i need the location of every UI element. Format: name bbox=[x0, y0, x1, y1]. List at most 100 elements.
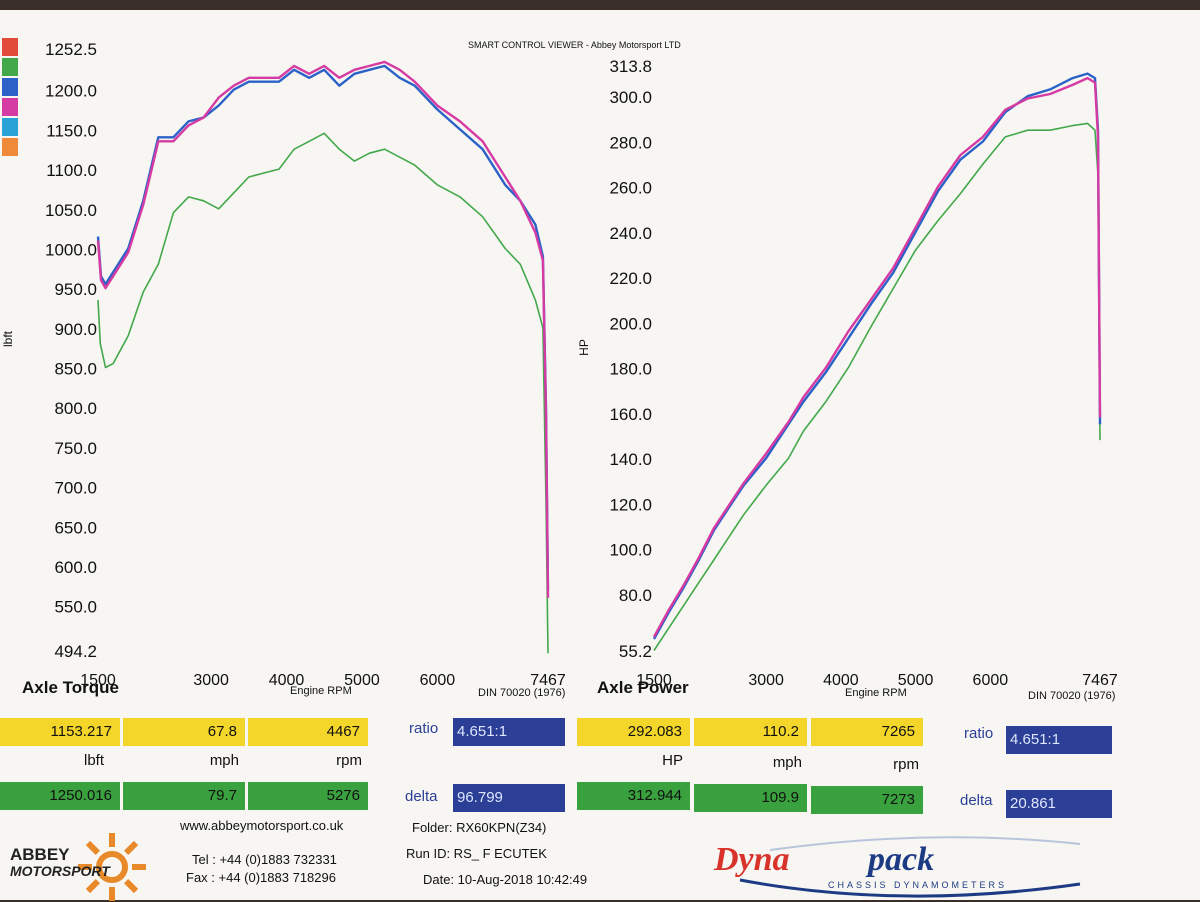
telephone: Tel : +44 (0)1883 732331 bbox=[192, 852, 337, 867]
strip-green bbox=[2, 58, 18, 76]
y-tick-label: 1252.5 bbox=[45, 40, 97, 59]
torque-value: 1153.217 bbox=[0, 718, 120, 746]
y-tick-label: 800.0 bbox=[54, 399, 97, 418]
power-xlabel: Engine RPM bbox=[845, 687, 907, 699]
power-rpm-unit: rpm bbox=[893, 756, 919, 773]
series-line-2 bbox=[652, 76, 1102, 638]
y-tick-label: 1150.0 bbox=[46, 121, 97, 140]
torque-peak: 1250.016 bbox=[0, 782, 120, 810]
y-tick-label: 120.0 bbox=[609, 495, 652, 514]
power-delta: 20.861 bbox=[1006, 790, 1112, 818]
x-tick-label: 1500 bbox=[80, 672, 116, 689]
torque-title: Axle Torque bbox=[22, 678, 119, 697]
y-tick-label: 600.0 bbox=[54, 558, 97, 577]
color-strip bbox=[2, 38, 20, 156]
y-tick-label: 100.0 bbox=[609, 541, 652, 560]
x-tick-label: 5000 bbox=[344, 672, 380, 689]
y-tick-label: 220.0 bbox=[609, 269, 652, 288]
torque-speed: 67.8 bbox=[123, 718, 245, 746]
abbey-motorsport-logo: ABBEY MOTORSPORT bbox=[10, 833, 146, 901]
y-tick-label: 55.2 bbox=[619, 642, 652, 661]
y-axis-label: HP bbox=[577, 339, 591, 356]
y-tick-label: 550.0 bbox=[54, 598, 97, 617]
viewer-header: SMART CONTROL VIEWER - Abbey Motorsport … bbox=[468, 40, 681, 50]
y-axis-label: lbft bbox=[1, 330, 15, 347]
y-tick-label: 200.0 bbox=[609, 314, 652, 333]
x-tick-label: 4000 bbox=[269, 672, 305, 689]
torque-speed-unit: mph bbox=[209, 752, 239, 769]
strip-blue bbox=[2, 78, 18, 96]
x-tick-label: 3000 bbox=[193, 672, 229, 689]
svg-text:pack: pack bbox=[865, 841, 934, 878]
power-standard: DIN 70020 (1976) bbox=[1028, 690, 1116, 702]
y-tick-label: 300.0 bbox=[609, 88, 652, 107]
strip-cyan bbox=[2, 118, 18, 136]
y-tick-label: 700.0 bbox=[54, 479, 97, 498]
power-peak: 312.944 bbox=[577, 782, 690, 810]
torque-rpm: 4467 bbox=[248, 718, 368, 746]
x-tick-label: 4000 bbox=[823, 672, 859, 689]
strip-red bbox=[2, 38, 18, 56]
power-chart: 313.8 300.0 280.0 260.0 240.0 220.0 200.0 180.0… bbox=[577, 57, 1118, 689]
y-tick-label: 494.2 bbox=[54, 642, 97, 661]
svg-text:CHASSIS DYNAMOMETERS: CHASSIS DYNAMOMETERS bbox=[828, 880, 1007, 890]
x-tick-label: 5000 bbox=[898, 672, 934, 689]
y-tick-label: 1200.0 bbox=[45, 82, 97, 101]
power-peak-rpm: 7273 bbox=[811, 786, 923, 814]
date: Date: 10-Aug-2018 10:42:49 bbox=[423, 872, 588, 887]
torque-standard: DIN 70020 (1976) bbox=[478, 687, 566, 699]
dyno-sheet: SMART CONTROL VIEWER - Abbey Motorsport … bbox=[0, 10, 1200, 901]
torque-xlabel: Engine RPM bbox=[290, 685, 352, 697]
svg-text:Dyna: Dyna bbox=[713, 841, 790, 878]
torque-peak-rpm: 5276 bbox=[248, 782, 368, 810]
series-line-2 bbox=[96, 60, 550, 598]
x-tick-label: 3000 bbox=[748, 672, 784, 689]
torque-delta: 96.799 bbox=[453, 784, 565, 812]
svg-text:ABBEY: ABBEY bbox=[10, 845, 70, 864]
series-line-0 bbox=[653, 122, 1101, 651]
y-tick-label: 950.0 bbox=[54, 280, 97, 299]
y-tick-label: 280.0 bbox=[609, 133, 652, 152]
y-tick-label: 750.0 bbox=[54, 439, 97, 458]
y-tick-label: 650.0 bbox=[54, 518, 97, 537]
folder: Folder: RX60KPN(Z34) bbox=[412, 820, 547, 835]
x-tick-label: 6000 bbox=[973, 672, 1009, 689]
power-peak-speed: 109.9 bbox=[694, 784, 807, 812]
y-tick-label: 1000.0 bbox=[45, 240, 97, 259]
torque-rpm-unit: rpm bbox=[336, 752, 362, 769]
torque-unit: lbft bbox=[83, 752, 104, 769]
charts-svg: 1252.5 1200.0 1150.0 1100.0 1050.0 1000.0 950.… bbox=[1, 40, 1118, 689]
y-tick-label: 160.0 bbox=[609, 405, 652, 424]
x-tick-label: 6000 bbox=[420, 672, 456, 689]
website: www.abbeymotorsport.co.uk bbox=[180, 818, 344, 833]
y-tick-label: 80.0 bbox=[619, 586, 652, 605]
power-delta-label: delta bbox=[960, 792, 993, 809]
svg-text:MOTORSPORT: MOTORSPORT bbox=[10, 863, 111, 879]
torque-ratio-label: ratio bbox=[409, 720, 439, 737]
fax: Fax : +44 (0)1883 718296 bbox=[186, 870, 336, 885]
power-ratio-label: ratio bbox=[964, 725, 994, 742]
torque-ratio: 4.651:1 bbox=[453, 718, 565, 746]
y-tick-label: 1050.0 bbox=[45, 201, 97, 220]
power-ratio: 4.651:1 bbox=[1006, 726, 1112, 754]
strip-orange bbox=[2, 138, 18, 156]
series-line-1 bbox=[96, 64, 550, 590]
series-line-0 bbox=[97, 132, 549, 654]
torque-delta-label: delta bbox=[405, 788, 438, 805]
y-tick-label: 240.0 bbox=[609, 224, 652, 243]
power-speed-unit: mph bbox=[772, 754, 802, 771]
power-rpm: 7265 bbox=[811, 718, 923, 746]
y-tick-label: 260.0 bbox=[609, 179, 652, 198]
x-tick-label: 7467 bbox=[530, 672, 566, 689]
power-speed: 110.2 bbox=[694, 718, 807, 746]
torque-chart: 1252.5 1200.0 1150.0 1100.0 1050.0 1000.0 950.… bbox=[1, 40, 566, 689]
y-tick-label: 313.8 bbox=[609, 57, 652, 76]
y-tick-label: 1100.0 bbox=[46, 161, 97, 180]
y-tick-label: 140.0 bbox=[609, 450, 652, 469]
strip-magenta bbox=[2, 98, 18, 116]
dynapack-logo: Dyna pack CHASSIS DYNAMOMETERS bbox=[713, 836, 1081, 898]
x-tick-label: 1500 bbox=[636, 672, 672, 689]
y-tick-label: 180.0 bbox=[609, 360, 652, 379]
y-tick-label: 850.0 bbox=[54, 360, 97, 379]
power-title: Axle Power bbox=[597, 678, 689, 697]
